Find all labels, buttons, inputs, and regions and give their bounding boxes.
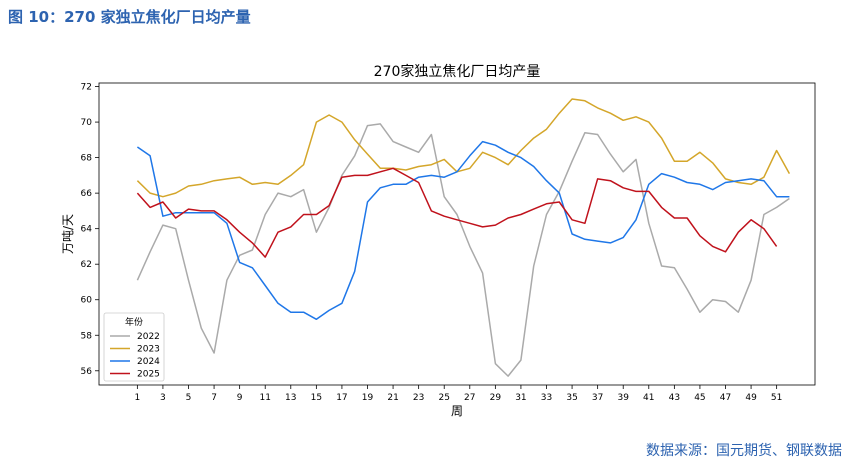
series-line-2022 bbox=[136, 123, 790, 377]
series-line-2025 bbox=[136, 167, 778, 258]
x-tick-label: 21 bbox=[387, 393, 398, 403]
y-tick-label: 68 bbox=[81, 154, 93, 164]
y-axis-label: 万吨/天 bbox=[61, 214, 75, 254]
x-tick-label: 25 bbox=[438, 393, 449, 403]
y-tick-label: 72 bbox=[81, 83, 92, 93]
x-tick-label: 51 bbox=[771, 393, 782, 403]
x-tick-label: 47 bbox=[720, 393, 731, 403]
legend-label-2023: 2023 bbox=[137, 345, 160, 355]
legend-label-2025: 2025 bbox=[137, 370, 160, 380]
series-line-2024 bbox=[136, 140, 790, 321]
x-tick-label: 39 bbox=[617, 393, 629, 403]
x-tick-label: 23 bbox=[413, 393, 424, 403]
x-tick-label: 43 bbox=[669, 393, 680, 403]
x-tick-label: 41 bbox=[643, 393, 654, 403]
y-tick-label: 58 bbox=[81, 331, 93, 341]
y-tick-label: 56 bbox=[81, 367, 93, 377]
plot-frame bbox=[98, 82, 816, 386]
x-tick-label: 7 bbox=[211, 393, 217, 403]
x-tick-label: 35 bbox=[566, 393, 577, 403]
x-tick-label: 37 bbox=[592, 393, 603, 403]
x-tick-label: 13 bbox=[285, 393, 296, 403]
y-tick-label: 66 bbox=[81, 189, 93, 199]
tick-layer: 1 3 5 7 9 11 13 15 17 19 21 23 25 27 29 31 33 35 37 39 41 43 4… bbox=[81, 83, 783, 403]
x-tick-label: 27 bbox=[464, 393, 475, 403]
x-tick-label: 15 bbox=[311, 393, 322, 403]
series-line-2023 bbox=[136, 98, 791, 198]
x-tick-label: 1 bbox=[134, 393, 140, 403]
x-tick-label: 11 bbox=[259, 393, 270, 403]
x-tick-label: 19 bbox=[362, 393, 374, 403]
legend: 年份 2022 2023 2024 2025 bbox=[103, 312, 165, 382]
x-tick-label: 33 bbox=[541, 393, 552, 403]
x-tick-label: 17 bbox=[336, 393, 347, 403]
x-tick-label: 9 bbox=[237, 393, 243, 403]
x-tick-label: 49 bbox=[745, 393, 757, 403]
y-tick-label: 62 bbox=[81, 260, 92, 270]
x-tick-label: 45 bbox=[694, 393, 705, 403]
legend-box bbox=[103, 312, 165, 382]
y-tick-label: 70 bbox=[81, 118, 93, 128]
x-tick-label: 29 bbox=[490, 393, 502, 403]
y-tick-label: 60 bbox=[81, 296, 93, 306]
x-axis-label: 周 bbox=[451, 404, 463, 418]
legend-label-2024: 2024 bbox=[137, 357, 160, 367]
series-layer bbox=[136, 98, 791, 377]
x-tick-label: 3 bbox=[160, 393, 166, 403]
x-tick-label: 31 bbox=[515, 393, 526, 403]
figure-caption: 图 10：270 家独立焦化厂日均产量 bbox=[8, 8, 251, 26]
y-tick-label: 64 bbox=[81, 225, 93, 235]
x-tick-label: 5 bbox=[186, 393, 192, 403]
legend-label-2022: 2022 bbox=[137, 332, 160, 342]
figure-source: 数据来源：国元期货、钢联数据 bbox=[646, 443, 842, 459]
chart-title: 270家独立焦化厂日均产量 bbox=[374, 63, 541, 80]
legend-title: 年份 bbox=[125, 316, 143, 328]
